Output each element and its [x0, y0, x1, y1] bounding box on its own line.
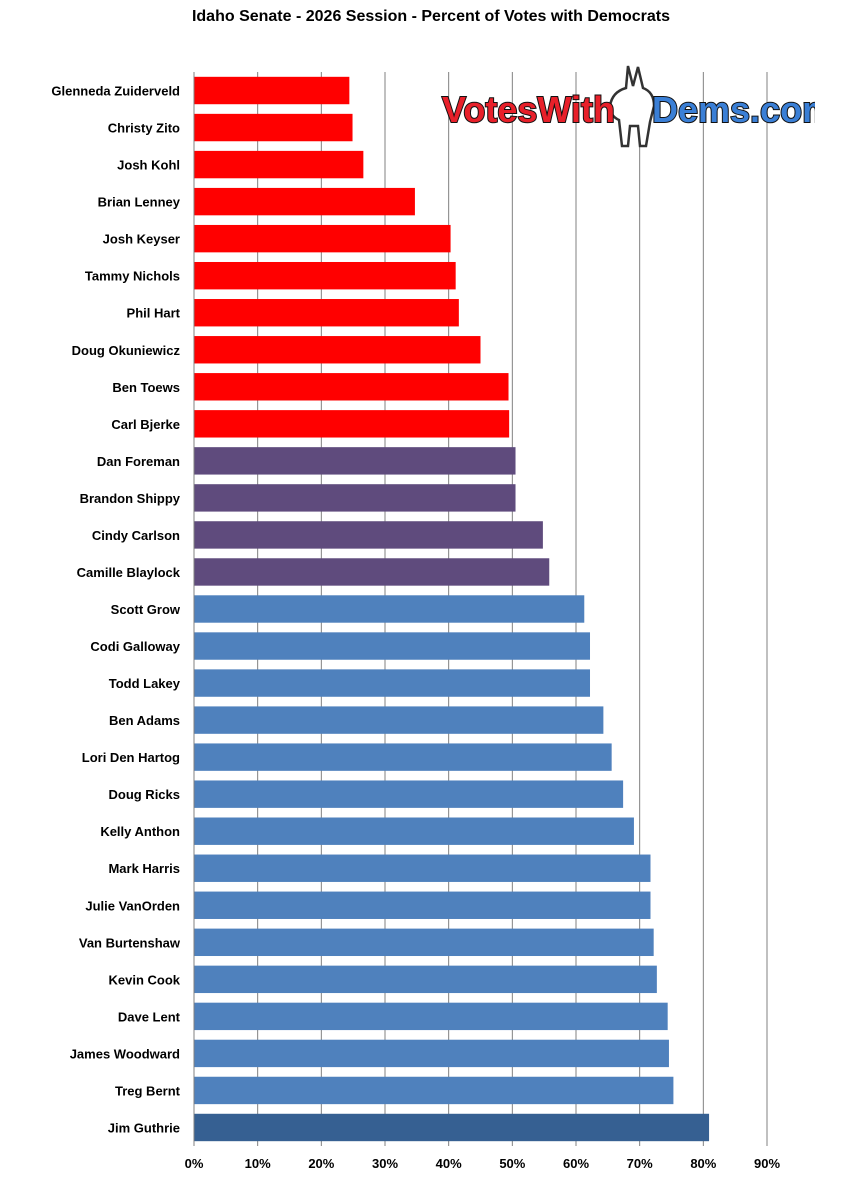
category-label: Brandon Shippy: [80, 491, 181, 506]
bar: [194, 1002, 668, 1031]
category-label: Lori Den Hartog: [82, 750, 180, 765]
bar: [194, 224, 451, 253]
bar: [194, 928, 654, 957]
category-label: Jim Guthrie: [108, 1120, 180, 1135]
x-tick-label: 0%: [185, 1156, 204, 1171]
category-label: Camille Blaylock: [77, 565, 181, 580]
x-tick-label: 80%: [690, 1156, 716, 1171]
bar: [194, 632, 591, 660]
category-label: Van Burtenshaw: [79, 935, 181, 950]
category-label: Julie VanOrden: [85, 898, 180, 913]
category-label: Carl Bjerke: [111, 417, 180, 432]
x-tick-label: 40%: [436, 1156, 462, 1171]
bar: [194, 484, 516, 512]
x-tick-label: 50%: [499, 1156, 525, 1171]
category-label: Scott Grow: [111, 602, 181, 617]
bar: [194, 187, 415, 216]
category-label: Josh Keyser: [103, 232, 180, 247]
x-tick-labels: 0% 10% 20% 30% 40% 50% 60% 70% 80% 90%: [185, 1156, 781, 1171]
category-label: Josh Kohl: [117, 158, 180, 173]
category-label: Doug Ricks: [108, 787, 180, 802]
donkey-icon: [608, 65, 656, 148]
logo-text-part1: VotesWith: [442, 89, 615, 130]
bar: [194, 113, 353, 142]
bar: [194, 558, 550, 586]
x-tick-label: 70%: [627, 1156, 653, 1171]
x-tick-label: 20%: [308, 1156, 334, 1171]
category-label: Doug Okuniewicz: [72, 343, 181, 358]
category-label: Ben Toews: [112, 380, 180, 395]
x-tick-label: 10%: [245, 1156, 271, 1171]
category-labels: Glenneda Zuiderveld Christy Zito Josh Kohl…: [51, 84, 180, 1136]
category-label: Ben Adams: [109, 713, 180, 728]
bar: [194, 299, 459, 327]
category-label: Kelly Anthon: [100, 824, 180, 839]
x-tick-label: 30%: [372, 1156, 398, 1171]
category-label: Glenneda Zuiderveld: [51, 84, 180, 99]
bar: [194, 854, 651, 882]
bars: [194, 76, 710, 1142]
bar: [194, 410, 510, 438]
category-label: Phil Hart: [127, 306, 181, 321]
category-label: Christy Zito: [108, 121, 180, 136]
bar: [194, 150, 364, 179]
bar: [194, 447, 516, 475]
bar: [194, 780, 624, 808]
category-label: Kevin Cook: [108, 972, 180, 987]
category-label: Cindy Carlson: [92, 528, 180, 543]
category-label: Todd Lakey: [109, 676, 181, 691]
bar: [194, 336, 481, 364]
category-label: Dave Lent: [118, 1009, 181, 1024]
chart-title: Idaho Senate - 2026 Session - Percent of…: [191, 8, 671, 25]
category-label: Treg Bernt: [115, 1083, 181, 1098]
x-tick-label: 60%: [563, 1156, 589, 1171]
bar: [194, 1113, 710, 1142]
bar: [194, 521, 543, 549]
bar: [194, 595, 585, 623]
bar: [194, 669, 591, 697]
logo-text-part2: Dems.com: [652, 89, 815, 130]
category-label: Dan Foreman: [97, 454, 180, 469]
bar: [194, 891, 651, 919]
bar: [194, 373, 509, 401]
bar: [194, 76, 350, 105]
category-label: Brian Lenney: [98, 195, 181, 210]
bar: [194, 261, 456, 290]
bar: [194, 965, 657, 994]
bar: [194, 743, 612, 771]
x-tick-label: 90%: [754, 1156, 780, 1171]
bar: [194, 1039, 669, 1068]
voteswithdems-logo: VotesWith Dems.com: [441, 65, 815, 148]
category-label: James Woodward: [70, 1046, 180, 1061]
category-label: Tammy Nichols: [85, 269, 180, 284]
category-label: Mark Harris: [108, 861, 180, 876]
bar: [194, 706, 604, 734]
bar: [194, 817, 634, 845]
category-label: Codi Galloway: [90, 639, 180, 654]
bar: [194, 1076, 674, 1105]
